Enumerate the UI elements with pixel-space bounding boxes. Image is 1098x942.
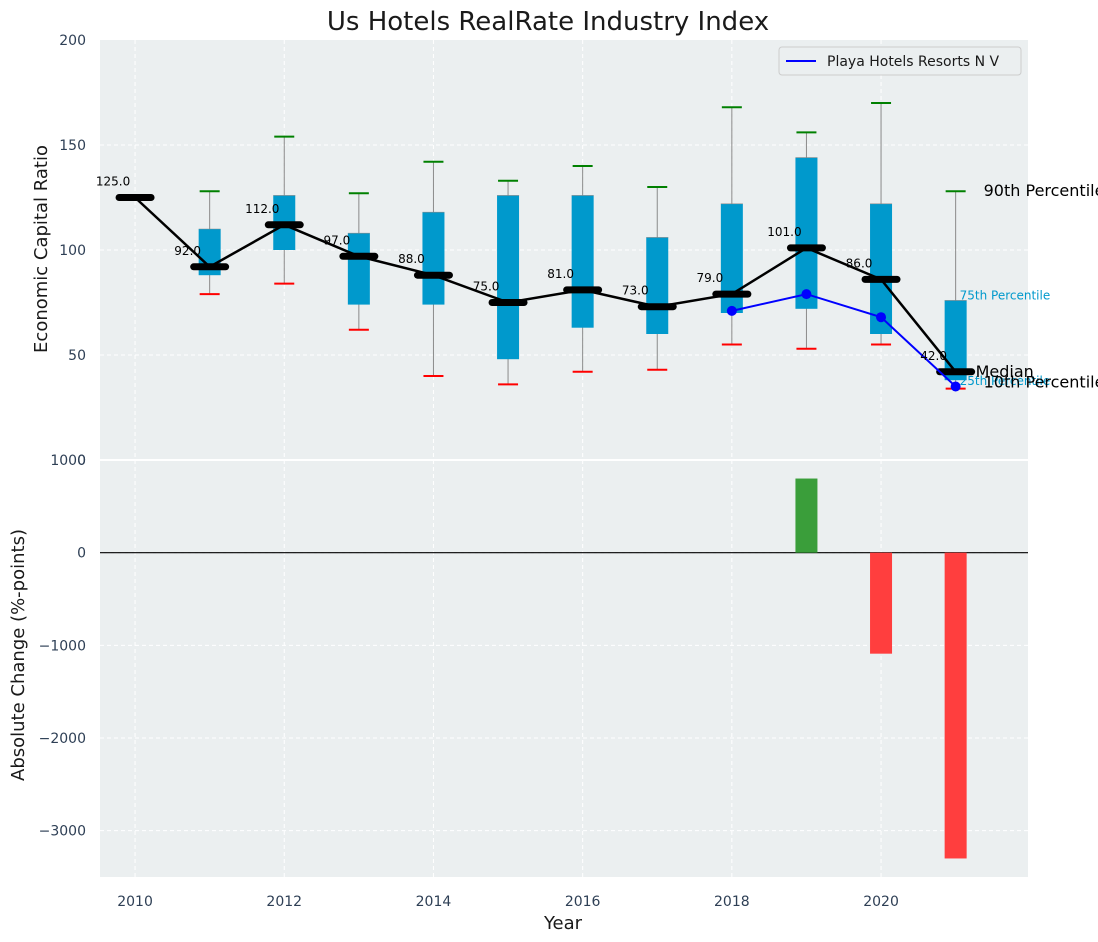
company-point bbox=[726, 305, 737, 316]
median-value-label: 81.0 bbox=[547, 267, 574, 281]
iqr-box bbox=[870, 203, 893, 334]
iqr-box bbox=[571, 195, 594, 328]
median-value-label: 86.0 bbox=[846, 256, 873, 270]
bottom-y-tick-label: −3000 bbox=[39, 824, 86, 840]
legend: Playa Hotels Resorts N V bbox=[778, 46, 1022, 76]
median-value-label: 125.0 bbox=[96, 175, 130, 189]
top-y-tick-label: 200 bbox=[59, 33, 86, 49]
median-value-label: 97.0 bbox=[323, 233, 350, 247]
x-tick-label: 2016 bbox=[565, 894, 601, 910]
iqr-box bbox=[720, 203, 743, 313]
bottom-y-tick-label: 1000 bbox=[50, 453, 86, 469]
p25-label: 25th Percentile bbox=[960, 374, 1051, 388]
bottom-panel-background bbox=[100, 461, 1028, 877]
median-value-label: 73.0 bbox=[622, 284, 649, 298]
median-value-label: 92.0 bbox=[174, 244, 201, 258]
x-axis-label: Year bbox=[543, 913, 583, 934]
top-y-axis-label: Economic Capital Ratio bbox=[31, 145, 52, 353]
line-layer bbox=[115, 194, 976, 392]
company-point bbox=[950, 381, 961, 392]
x-tick-label: 2020 bbox=[863, 894, 899, 910]
bottom-y-tick-label: 0 bbox=[77, 546, 86, 562]
p75-label: 75th Percentile bbox=[960, 288, 1051, 302]
bottom-y-tick-label: −2000 bbox=[39, 731, 86, 747]
bottom-y-tick-label: −1000 bbox=[39, 638, 86, 654]
company-line bbox=[731, 293, 957, 388]
iqr-box bbox=[795, 157, 818, 309]
median-value-label: 88.0 bbox=[398, 252, 425, 266]
x-tick-label: 2014 bbox=[416, 894, 452, 910]
top-y-tick-label: 100 bbox=[59, 243, 86, 259]
box-layer bbox=[198, 102, 967, 390]
p10-label: 10th Percentile bbox=[984, 373, 1098, 392]
iqr-box bbox=[944, 300, 967, 381]
p90-label: 90th Percentile bbox=[984, 181, 1098, 200]
iqr-box bbox=[422, 212, 445, 305]
top-y-tick-label: 0 bbox=[77, 453, 86, 469]
iqr-box bbox=[646, 237, 669, 334]
bar-layer bbox=[100, 478, 1028, 859]
iqr-box bbox=[347, 233, 370, 305]
median-value-label: 42.0 bbox=[920, 349, 947, 363]
x-tick-label: 2010 bbox=[117, 894, 153, 910]
legend-company-label: Playa Hotels Resorts N V bbox=[827, 54, 1000, 70]
top-y-tick-label: 150 bbox=[59, 138, 86, 154]
x-tick-label: 2012 bbox=[266, 894, 302, 910]
tick-layer: 2010 2012 2014 2016 2018 2020 0 50 100 150 200 1000… bbox=[39, 33, 899, 910]
legend-box bbox=[778, 46, 1022, 76]
top-y-tick-label: 50 bbox=[68, 348, 86, 364]
median-value-label: 79.0 bbox=[696, 271, 723, 285]
median-value-label: 112.0 bbox=[245, 202, 279, 216]
median-value-label: 101.0 bbox=[767, 225, 801, 239]
iqr-box bbox=[497, 195, 520, 360]
chart-title: Us Hotels RealRate Industry Index bbox=[327, 7, 769, 37]
label-layer: 125.0 92.0 112.0 97.0 88.0 75.0 81.0 73.0 79.0 10… bbox=[96, 175, 1098, 392]
bottom-y-axis-label: Absolute Change (%-points) bbox=[8, 529, 29, 781]
company-point bbox=[801, 289, 812, 300]
company-point bbox=[876, 312, 887, 323]
median-value-label: 75.0 bbox=[473, 280, 500, 294]
change-bar bbox=[795, 478, 818, 553]
change-bar bbox=[870, 552, 893, 654]
median-line bbox=[134, 196, 957, 373]
change-bar bbox=[944, 552, 967, 859]
median-label: Median bbox=[976, 362, 1034, 381]
x-tick-label: 2018 bbox=[714, 894, 750, 910]
